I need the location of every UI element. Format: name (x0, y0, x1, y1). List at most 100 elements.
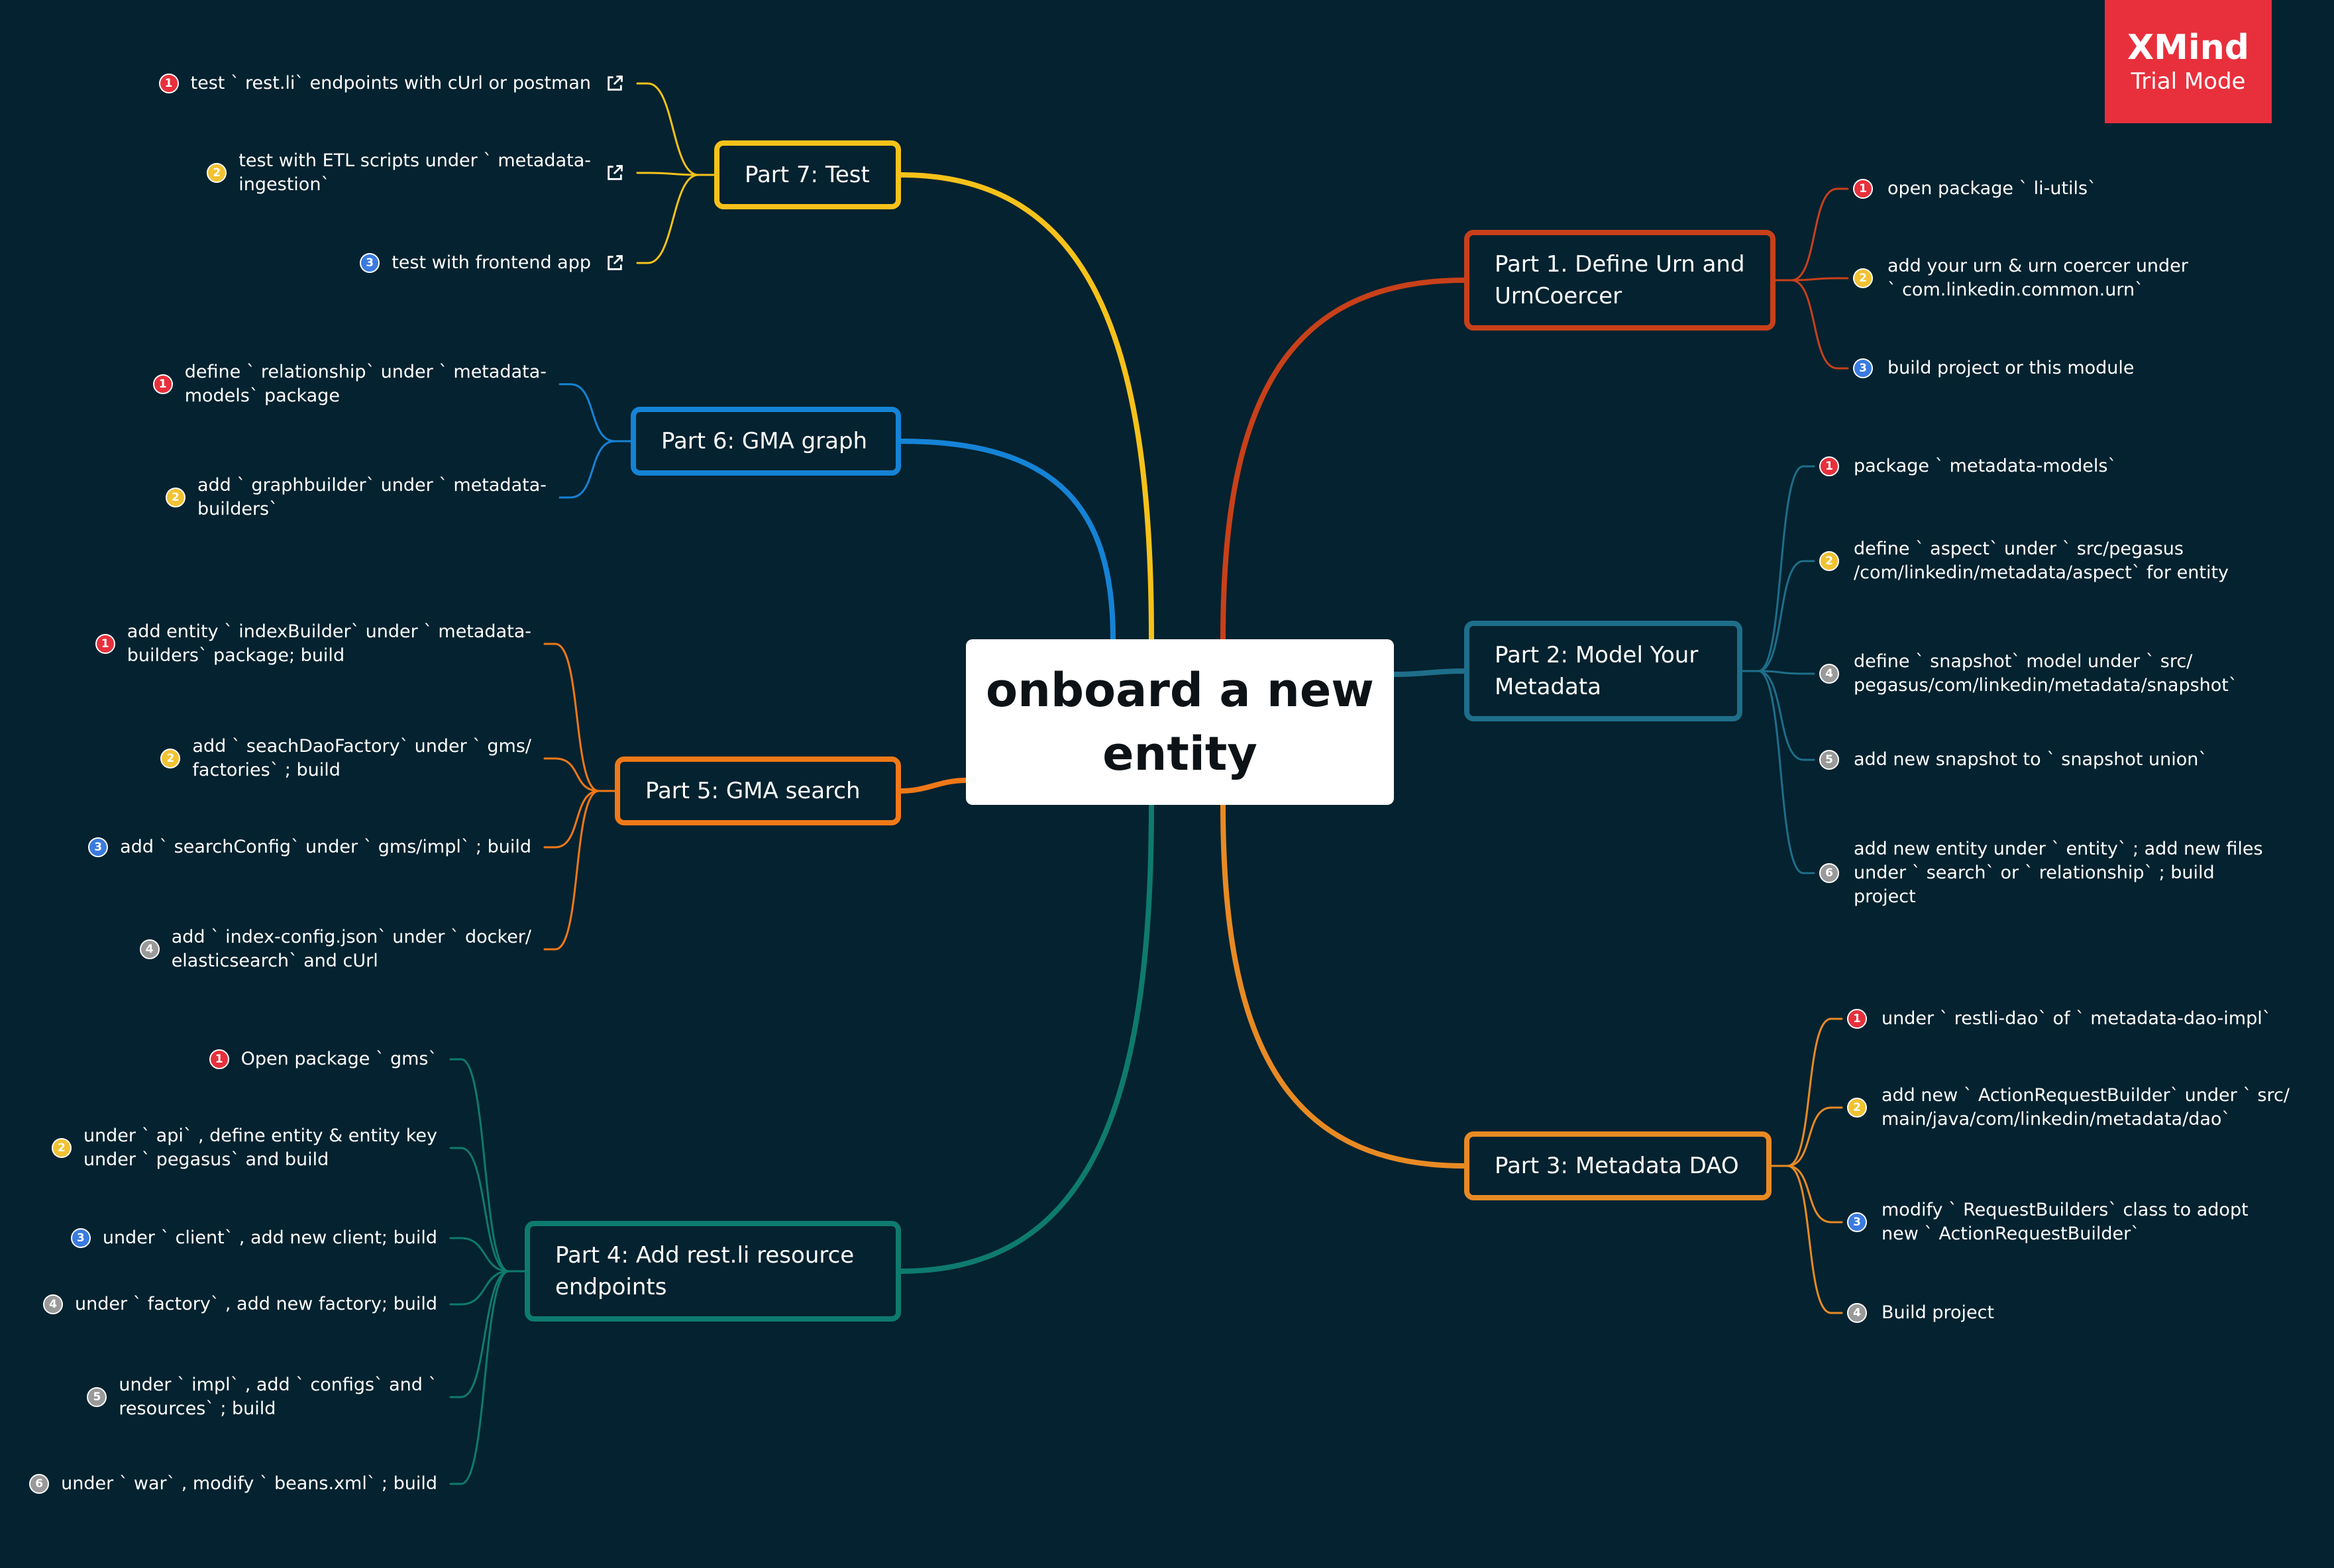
subtopic-part4-1[interactable]: 1 Open package ` gms` (209, 1047, 437, 1071)
priority-4-icon: 4 (42, 1294, 63, 1314)
external-link-icon[interactable] (606, 254, 624, 272)
priority-4-icon: 4 (139, 939, 160, 959)
leaf-connector-part7-1 (636, 82, 716, 176)
external-link-icon[interactable] (606, 74, 624, 93)
leaf-connector-part6-2 (558, 440, 632, 499)
branch-topic-part3[interactable]: Part 3: Metadata DAO (1464, 1131, 1772, 1200)
leaf-connector-part4-6 (449, 1270, 526, 1485)
subtopic-part1-3[interactable]: 3 build project or this module (1853, 356, 2135, 380)
subtopic-part5-4[interactable]: 4 add ` index-config.json` under ` docker… (139, 925, 531, 973)
priority-2-icon: 2 (160, 749, 181, 768)
branch-connector-part3 (1220, 802, 1467, 1169)
leaf-connector-part1-3 (1774, 279, 1849, 370)
priority-2-icon: 2 (1853, 268, 1873, 288)
subtopic-label: Open package ` gms` (240, 1049, 437, 1069)
branch-topic-label: Part 2: Model Your Metadata (1495, 642, 1699, 700)
subtopic-part4-6[interactable]: 6 under ` war` , modify ` beans.xml` ; bu… (29, 1472, 437, 1496)
branch-connector-part1 (1220, 278, 1467, 642)
subtopic-part4-3[interactable]: 3 under ` client` , add new client; build (70, 1226, 437, 1250)
leaf-connector-part2-2 (1741, 560, 1815, 672)
subtopic-label: under ` impl` , add ` configs` and ` res… (119, 1375, 437, 1419)
priority-5-icon: 5 (87, 1387, 107, 1407)
subtopic-label: package ` metadata-models` (1854, 456, 2117, 476)
priority-1-icon: 1 (209, 1049, 229, 1069)
branch-topic-part2[interactable]: Part 2: Model Your Metadata (1464, 621, 1742, 721)
subtopic-label: under ` client` , add new client; build (102, 1228, 437, 1248)
branch-topic-label: Part 3: Metadata DAO (1495, 1153, 1739, 1179)
priority-3-icon: 3 (1847, 1212, 1867, 1232)
subtopic-part2-5[interactable]: 6 add new entity under ` entity` ; add ne… (1819, 837, 2263, 909)
priority-6-icon: 6 (1819, 863, 1839, 883)
subtopic-part6-2[interactable]: 2 add ` graphbuilder` under ` metadata- b… (165, 474, 547, 521)
priority-2-icon: 2 (1819, 551, 1839, 571)
subtopic-part3-4[interactable]: 4 Build project (1847, 1301, 1994, 1325)
leaf-connector-part5-4 (543, 790, 616, 951)
leaf-connector-part5-2 (543, 757, 616, 792)
subtopic-part4-4[interactable]: 4 under ` factory` , add new factory; bui… (42, 1292, 437, 1316)
subtopic-part5-3[interactable]: 3 add ` searchConfig` under ` gms/impl` ;… (88, 835, 531, 859)
subtopic-part7-1[interactable]: 1 test ` rest.li` endpoints with cUrl or … (158, 72, 624, 95)
priority-3-icon: 3 (360, 253, 380, 273)
watermark-title: XMind (2127, 28, 2249, 68)
subtopic-label: Build project (1882, 1302, 1995, 1323)
central-topic[interactable]: onboard a new entity (966, 639, 1394, 805)
external-link-icon[interactable] (606, 164, 624, 182)
subtopic-part6-1[interactable]: 1 define ` relationship` under ` metadata… (152, 360, 547, 408)
branch-connector-part2 (1391, 668, 1467, 677)
subtopic-part5-1[interactable]: 1 add entity ` indexBuilder` under ` meta… (95, 620, 531, 668)
subtopic-part3-3[interactable]: 3 modify ` RequestBuilders` class to adop… (1847, 1198, 2249, 1246)
connectors (449, 82, 1849, 1485)
leaf-connector-part5-1 (543, 643, 616, 792)
branch-topic-part7[interactable]: Part 7: Test (714, 140, 901, 209)
subtopic-part4-2[interactable]: 2 under ` api` , define entity & entity k… (51, 1124, 437, 1172)
branch-connector-part7 (898, 172, 1154, 642)
subtopic-part2-2[interactable]: 2 define ` aspect` under ` src/pegasus /c… (1819, 537, 2229, 585)
leaf-connector-part5-3 (543, 790, 616, 849)
central-topic-label: onboard a new entity (986, 663, 1374, 781)
subtopic-label: define ` snapshot` model under ` src/ pe… (1854, 651, 2238, 696)
branch-topic-part6[interactable]: Part 6: GMA graph (631, 407, 901, 476)
subtopic-label: add ` seachDaoFactory` under ` gms/ fact… (192, 736, 531, 780)
subtopic-label: modify ` RequestBuilders` class to adopt… (1882, 1200, 2249, 1244)
priority-3-icon: 3 (1853, 358, 1873, 378)
subtopic-part2-3[interactable]: 4 define ` snapshot` model under ` src/ p… (1819, 650, 2237, 698)
priority-3-icon: 3 (70, 1228, 91, 1248)
branch-topic-part1[interactable]: Part 1. Define Urn and UrnCoercer (1464, 230, 1776, 331)
subtopic-part3-2[interactable]: 2 add new ` ActionRequestBuilder` under `… (1847, 1084, 2290, 1131)
subtopic-part4-5[interactable]: 5 under ` impl` , add ` configs` and ` re… (87, 1373, 437, 1421)
subtopic-part3-1[interactable]: 1 under ` restli-dao` of ` metadata-dao-i… (1847, 1007, 2271, 1031)
watermark-subtitle: Trial Mode (2131, 68, 2246, 95)
leaf-connector-part3-4 (1770, 1165, 1843, 1314)
subtopic-label: under ` restli-dao` of ` metadata-dao-im… (1882, 1008, 2272, 1029)
subtopic-label: add ` index-config.json` under ` docker/… (171, 927, 531, 971)
branch-topic-part4[interactable]: Part 4: Add rest.li resource endpoints (525, 1221, 901, 1322)
branch-connector-part4 (898, 802, 1154, 1274)
priority-4-icon: 4 (1819, 664, 1839, 684)
branch-topic-part5[interactable]: Part 5: GMA search (615, 757, 901, 825)
branch-topic-label: Part 5: GMA search (645, 778, 861, 804)
subtopic-part1-2[interactable]: 2 add your urn & urn coercer under ` com.… (1853, 254, 2188, 302)
leaf-connector-part3-1 (1770, 1018, 1843, 1167)
subtopic-part7-2[interactable]: 2 test with ETL scripts under ` metadata-… (207, 149, 624, 197)
subtopic-part2-1[interactable]: 1 package ` metadata-models` (1819, 454, 2117, 478)
priority-2-icon: 2 (51, 1138, 72, 1158)
leaf-connector-part2-1 (1741, 465, 1815, 672)
subtopic-label: add entity ` indexBuilder` under ` metad… (127, 621, 531, 666)
subtopic-label: open package ` li-utils` (1887, 178, 2097, 199)
leaf-connector-part2-5 (1741, 670, 1815, 874)
subtopic-part5-2[interactable]: 2 add ` seachDaoFactory` under ` gms/ fac… (160, 735, 531, 782)
branch-connector-part5 (898, 778, 969, 794)
subtopic-label: test with frontend app (392, 252, 591, 273)
leaf-connector-part7-3 (636, 174, 716, 264)
xmind-trial-watermark: XMind Trial Mode (2105, 0, 2272, 123)
subtopic-part7-3[interactable]: 3 test with frontend app (360, 251, 624, 275)
priority-1-icon: 1 (152, 374, 173, 394)
subtopic-part2-4[interactable]: 5 add new snapshot to ` snapshot union` (1819, 748, 2207, 772)
priority-5-icon: 5 (1819, 750, 1839, 770)
priority-2-icon: 2 (1847, 1098, 1867, 1118)
subtopic-label: add new ` ActionRequestBuilder` under ` … (1882, 1085, 2290, 1129)
subtopic-label: add new snapshot to ` snapshot union` (1854, 749, 2207, 770)
subtopic-label: build project or this module (1887, 358, 2135, 378)
subtopic-part1-1[interactable]: 1 open package ` li-utils` (1853, 177, 2097, 201)
branch-topic-label: Part 4: Add rest.li resource endpoints (555, 1242, 855, 1300)
